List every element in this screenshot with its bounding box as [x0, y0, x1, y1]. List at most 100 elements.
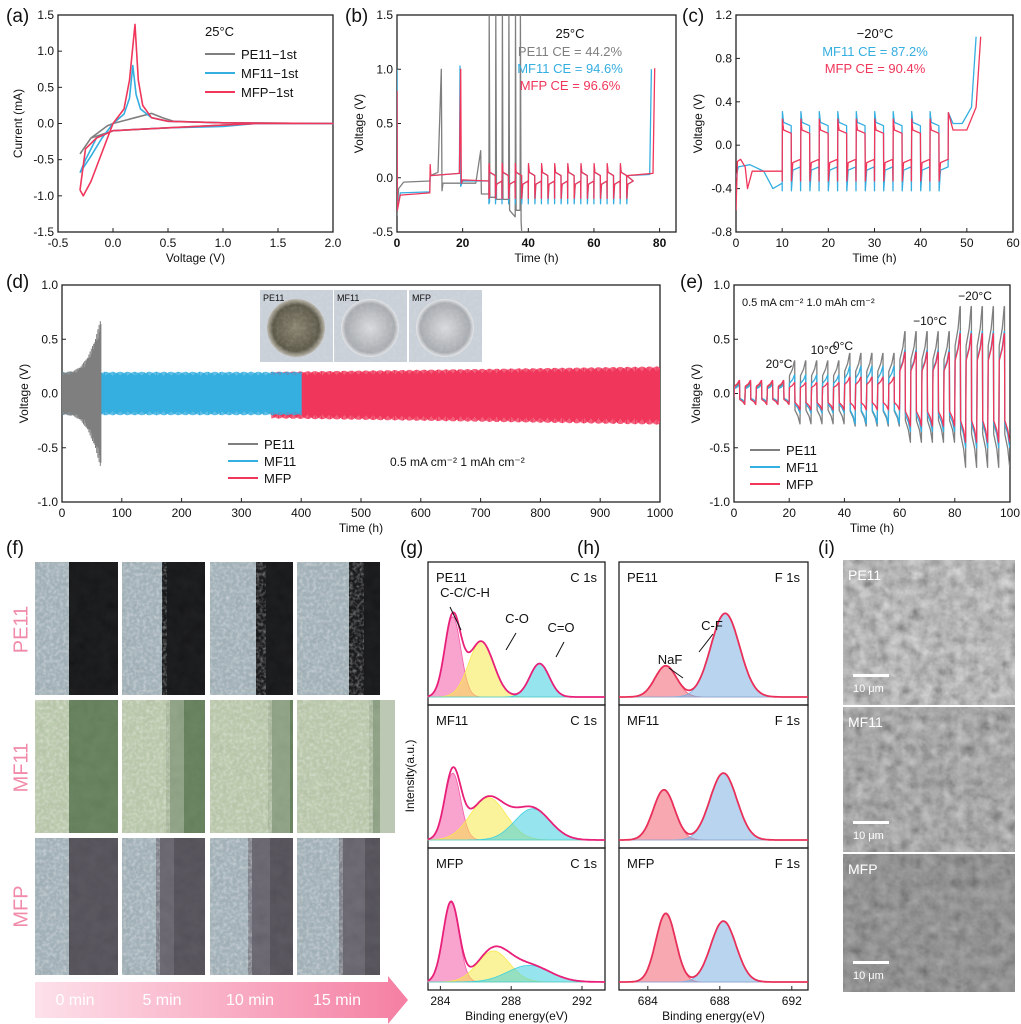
y-tick-label: 1.5: [37, 8, 54, 22]
row-label-mf11: MF11: [10, 742, 33, 793]
peak-label-leader: [698, 633, 714, 653]
panel-letter-a: (a): [6, 6, 30, 27]
y-tick-label: 0.0: [41, 387, 58, 401]
x-axis-label: Time (h): [852, 251, 896, 265]
ce-label-mfp: MFP CE = 90.4%: [825, 61, 926, 76]
y-tick-label: -0.5: [37, 441, 58, 455]
chart-e: 0 20 40 60 80 100 Time (h) -1.0 -0.5 0.0 0.5 1.0 Vol…: [689, 278, 1020, 535]
photo-noise: [122, 838, 205, 975]
x-tick-label: 400: [291, 506, 311, 520]
x-tick-label: 20: [783, 506, 797, 520]
core-level-label: C 1s: [570, 856, 597, 871]
y-tick-label: 0.8: [715, 51, 732, 65]
x-tick-label: 40: [838, 506, 852, 520]
x-tick-label: 100: [1000, 506, 1020, 520]
sem-image-mfp: MFP 10 μm: [843, 854, 1015, 992]
photo-noise: [122, 562, 205, 695]
x-axis-label: Time (h): [339, 521, 383, 535]
ce-label-pe11: PE11 CE = 44.2%: [518, 44, 623, 59]
sample-label: MFP: [436, 856, 463, 871]
peak-label: C=O: [547, 620, 574, 635]
x-tick-label: 0.5: [160, 236, 177, 250]
row-label-mfp: MFP: [10, 885, 33, 928]
inset-photo-mfp: MFP: [409, 290, 482, 362]
legend-label-pe11: PE11: [786, 443, 817, 458]
y-tick-label: 1.0: [41, 278, 58, 292]
x-tick-label: 284: [430, 994, 450, 1008]
x-tick-label: 0.0: [105, 236, 122, 250]
sample-label: MFP: [627, 856, 654, 871]
chart-g1: MF11 C 1s: [427, 704, 606, 849]
core-level-label: C 1s: [570, 713, 597, 728]
x-tick-label: 292: [572, 994, 592, 1008]
x-tick-label: 600: [411, 506, 431, 520]
temperature-label: 25°C: [555, 26, 584, 41]
plot-area: [397, 15, 656, 232]
x-tick-label: 800: [530, 506, 550, 520]
legend-label-mf11: MF11: [264, 454, 296, 469]
peak-label: C-O: [505, 611, 529, 626]
scale-bar: [853, 674, 889, 677]
legend-label-mfp: MFP: [264, 471, 291, 486]
photo-noise: [122, 700, 205, 833]
photo-texture: [334, 290, 407, 362]
microscope-photo-mf11-2: [210, 700, 293, 833]
chart-a: -0.5 0.0 0.5 1.0 1.5 2.0 Voltage (V) -1.5 -1.0 -0…: [11, 8, 342, 265]
microscope-photo-mfp-1: [122, 838, 205, 975]
legend-label-mfp: MFP−1st: [241, 85, 294, 100]
y-tick-label: 0.4: [715, 95, 732, 109]
sample-label: MF11: [627, 713, 659, 728]
envelope-curve: [427, 766, 605, 841]
chart-h1: MF11 F 1s: [618, 704, 809, 849]
x-tick-label: 80: [948, 506, 962, 520]
y-axis-label: Voltage (V): [352, 94, 366, 153]
sem-texture: [843, 560, 1015, 705]
cycling-trace-mfp: [270, 366, 660, 425]
time-arrow: [35, 976, 408, 1024]
x-tick-label: 500: [351, 506, 371, 520]
photo-noise: [297, 700, 380, 833]
microscope-photo-mfp-2: [210, 838, 293, 975]
y-axis-label: Current (mA): [11, 89, 25, 158]
sem-texture: [843, 707, 1015, 852]
y-tick-label: -1.0: [33, 189, 54, 203]
y-axis-label: Voltage (V): [691, 94, 705, 153]
image-layer: PE11 10 μm MF11 10 μm MFP 10 μm: [35, 560, 1015, 1024]
inset-label: MF11: [337, 293, 359, 303]
x-tick-label: 50: [960, 236, 974, 250]
y-tick-label: 0.5: [376, 117, 393, 131]
voltage-curve-mfp: [397, 68, 656, 211]
sem-label: MFP: [848, 861, 878, 877]
peak-label-leader: [449, 606, 462, 631]
x-tick-label: 30: [868, 236, 882, 250]
panel-letter-h: (h): [577, 538, 601, 559]
photo-texture: [260, 290, 333, 362]
y-tick-label: 0.0: [376, 171, 393, 185]
photo-texture: [409, 290, 482, 362]
scale-bar-label: 10 μm: [853, 830, 884, 842]
legend-label-mf11: MF11−1st: [241, 66, 299, 81]
y-tick-label: 0.5: [37, 80, 54, 94]
x-tick-label: 0: [394, 236, 401, 250]
x-tick-label: 684: [638, 994, 658, 1008]
y-tick-label: -0.4: [711, 182, 732, 196]
sample-label: PE11: [436, 570, 467, 585]
sem-label: MF11: [848, 714, 883, 730]
y-tick-label: -0.5: [33, 153, 54, 167]
y-tick-label: -1.0: [709, 495, 730, 509]
peak-label: C-C/C-H: [440, 585, 490, 600]
x-tick-label: 1000: [647, 506, 674, 520]
peak-label-leader: [555, 641, 565, 658]
scale-bar-label: 10 μm: [853, 683, 884, 695]
fit-component-c-c-c-h: [427, 616, 605, 698]
photo-noise: [35, 700, 118, 833]
x-axis-label: Time (h): [514, 251, 558, 265]
row-label-pe11: PE11: [10, 605, 33, 654]
sample-label: MF11: [436, 713, 468, 728]
sem-label: PE11: [848, 567, 881, 583]
inset-photo-pe11: PE11: [260, 290, 333, 362]
envelope-curve: [427, 900, 605, 983]
x-tick-label: 300: [231, 506, 251, 520]
x-tick-label: 700: [471, 506, 491, 520]
legend-label-pe11: PE11: [264, 437, 295, 452]
